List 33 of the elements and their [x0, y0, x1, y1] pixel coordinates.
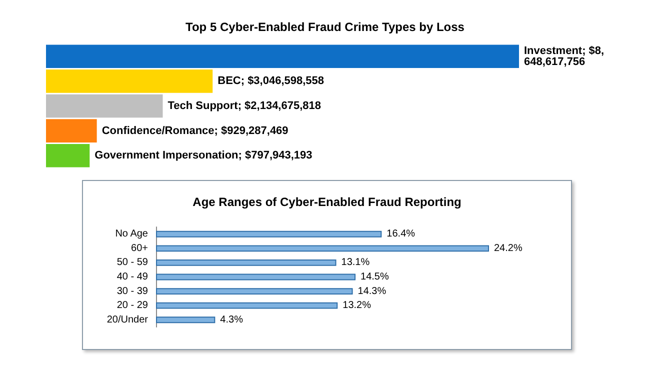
data-label: 24.2% — [494, 242, 522, 254]
y-tick-label: 40 - 49 — [116, 272, 148, 282]
data-label: BEC; $3,046,598,558 — [218, 75, 324, 88]
data-label: 14.3% — [358, 286, 386, 297]
bar — [156, 260, 336, 266]
data-label: Tech Support; $2,134,675,818 — [168, 100, 322, 112]
y-tick-label: 20 - 29 — [116, 300, 148, 312]
bar — [46, 144, 90, 168]
bar — [156, 230, 382, 238]
bar — [46, 44, 519, 68]
data-label: 16.4% — [386, 228, 416, 240]
data-label: 13.1% — [341, 257, 370, 268]
bar — [156, 288, 353, 294]
bar — [156, 274, 356, 280]
y-tick-label: No Age — [115, 228, 148, 240]
bar — [46, 119, 97, 142]
bar — [156, 316, 216, 324]
y-tick-label: 60+ — [131, 242, 148, 254]
data-label: Confidence/Romance; $929,287,469 — [102, 124, 288, 137]
data-label: Investment; $8,648,617,756 — [524, 44, 604, 68]
data-label: Government Impersonation; $797,943,193 — [94, 150, 312, 162]
bar — [156, 245, 489, 252]
chart-title: Age Ranges of Cyber-Enabled Fraud Reporting — [192, 195, 462, 209]
data-label: 14.5% — [360, 272, 389, 282]
y-tick-label: 50 - 59 — [116, 257, 148, 268]
y-tick-label: 30 - 39 — [116, 286, 148, 297]
bar — [46, 94, 163, 118]
bar — [46, 70, 213, 93]
bar — [156, 302, 338, 309]
data-label: 4.3% — [220, 314, 244, 326]
data-label: 13.2% — [342, 300, 372, 312]
chart-title: Top 5 Cyber-Enabled Fraud Crime Types by Loss — [186, 20, 465, 34]
y-tick-label: 20/Under — [106, 314, 149, 326]
